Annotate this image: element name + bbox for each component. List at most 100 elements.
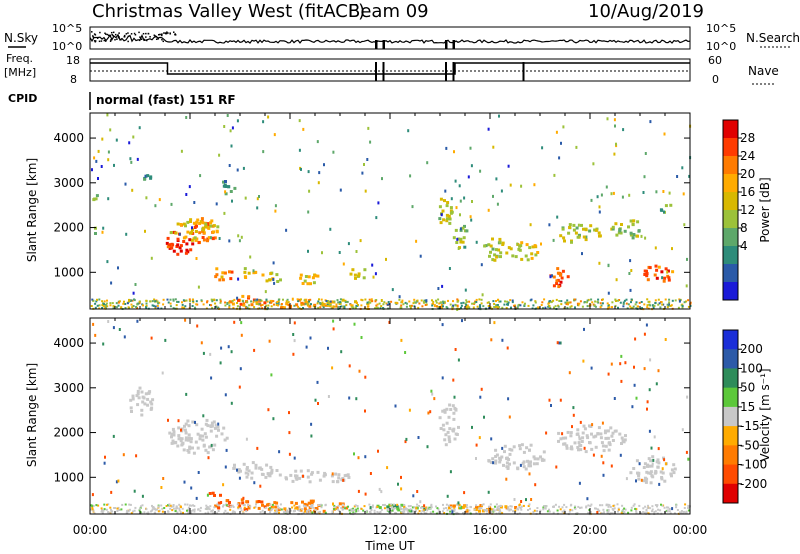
velocity-cell bbox=[294, 469, 298, 473]
power-cell bbox=[115, 302, 118, 305]
power-cell bbox=[138, 300, 141, 303]
power-cell bbox=[564, 301, 567, 304]
velocity-cell bbox=[506, 465, 510, 469]
power-cell bbox=[306, 282, 310, 286]
velocity-cell bbox=[291, 479, 295, 483]
power-cell bbox=[556, 267, 560, 271]
velocity-cell bbox=[451, 510, 454, 514]
velocity-cell bbox=[294, 476, 298, 480]
power-cell bbox=[367, 301, 370, 304]
x-tick-label: 20:00 bbox=[573, 523, 608, 537]
power-cell bbox=[534, 300, 537, 303]
power-cell bbox=[128, 298, 130, 302]
velocity-cell bbox=[648, 429, 651, 433]
power-cell bbox=[318, 171, 321, 175]
power-cell bbox=[497, 298, 499, 301]
power-cell bbox=[275, 273, 279, 277]
power-cell bbox=[151, 304, 154, 307]
velocity-cell bbox=[335, 507, 338, 510]
velocity-cell bbox=[219, 493, 222, 497]
velocity-cell bbox=[638, 504, 641, 507]
velocity-cell bbox=[382, 504, 384, 506]
velocity-cell bbox=[493, 321, 496, 325]
power-cell bbox=[354, 300, 357, 304]
velocity-cell bbox=[630, 506, 633, 509]
velocity-cell bbox=[278, 450, 281, 454]
velocity-cell bbox=[621, 504, 624, 507]
velocity-cell bbox=[331, 510, 334, 513]
velocity-cell bbox=[188, 447, 192, 451]
power-cell bbox=[303, 279, 307, 283]
power-cell bbox=[107, 197, 110, 201]
power-cell bbox=[167, 301, 170, 304]
nsky-point bbox=[125, 33, 128, 35]
power-cell bbox=[498, 114, 500, 118]
power-cell bbox=[439, 301, 442, 304]
velocity-cell bbox=[533, 509, 536, 512]
velocity-cell bbox=[287, 511, 290, 514]
nsky-point bbox=[164, 32, 167, 34]
velocity-cell bbox=[217, 506, 221, 510]
velocity-cell bbox=[223, 511, 226, 514]
velocity-cell bbox=[660, 476, 664, 479]
power-cell bbox=[224, 192, 228, 196]
power-cell bbox=[156, 304, 159, 307]
velocity-cell bbox=[607, 503, 610, 506]
velocity-cell bbox=[586, 497, 589, 501]
power-cell bbox=[615, 278, 618, 282]
velocity-cell bbox=[438, 416, 442, 420]
velocity-cell bbox=[559, 341, 562, 345]
power-cell bbox=[457, 237, 461, 241]
power-cell bbox=[465, 229, 469, 233]
power-cell bbox=[662, 190, 665, 193]
power-cell bbox=[667, 276, 671, 280]
velocity-cell bbox=[408, 509, 412, 513]
velocity-cell bbox=[184, 436, 188, 440]
velocity-cell bbox=[180, 428, 182, 432]
power-cell bbox=[282, 298, 284, 301]
power-cell bbox=[671, 270, 675, 274]
power-cell bbox=[195, 257, 198, 260]
velocity-cell bbox=[298, 506, 301, 509]
power-cell bbox=[570, 240, 573, 244]
velocity-cell bbox=[177, 426, 181, 430]
power-cell bbox=[491, 247, 495, 251]
velocity-cell bbox=[153, 507, 156, 510]
velocity-cell bbox=[236, 503, 239, 506]
velocity-cell bbox=[598, 509, 601, 512]
power-cell bbox=[193, 236, 197, 240]
power-cell bbox=[562, 236, 566, 240]
velocity-cell bbox=[447, 437, 451, 441]
power-cell bbox=[357, 274, 361, 278]
velocity-cell bbox=[242, 496, 245, 500]
velocity-cell bbox=[557, 439, 560, 443]
power-cell bbox=[154, 305, 157, 308]
velocity-ytick-label: 3000 bbox=[53, 381, 84, 395]
power-cell bbox=[454, 228, 458, 232]
power-cell bbox=[570, 305, 573, 308]
velocity-cell bbox=[558, 505, 561, 508]
power-cell bbox=[525, 243, 529, 247]
power-cell bbox=[366, 158, 369, 161]
velocity-cell bbox=[207, 511, 210, 514]
power-cell bbox=[322, 306, 325, 309]
velocity-cell bbox=[112, 326, 115, 330]
power-cell bbox=[493, 253, 497, 257]
velocity-cell bbox=[416, 490, 419, 493]
power-cell bbox=[180, 149, 183, 153]
power-cell bbox=[406, 302, 408, 305]
power-cell bbox=[558, 300, 561, 302]
power-cell bbox=[123, 300, 125, 303]
velocity-cell bbox=[314, 507, 318, 510]
velocity-cell bbox=[334, 472, 338, 476]
power-cell bbox=[614, 124, 616, 128]
velocity-cell bbox=[666, 509, 669, 513]
velocity-cell bbox=[138, 386, 142, 390]
power-cell bbox=[497, 248, 501, 252]
power-cell bbox=[189, 248, 193, 252]
power-cell bbox=[304, 301, 308, 305]
power-cell bbox=[277, 298, 280, 301]
velocity-cell bbox=[675, 504, 678, 507]
velocity-cell bbox=[539, 455, 542, 459]
